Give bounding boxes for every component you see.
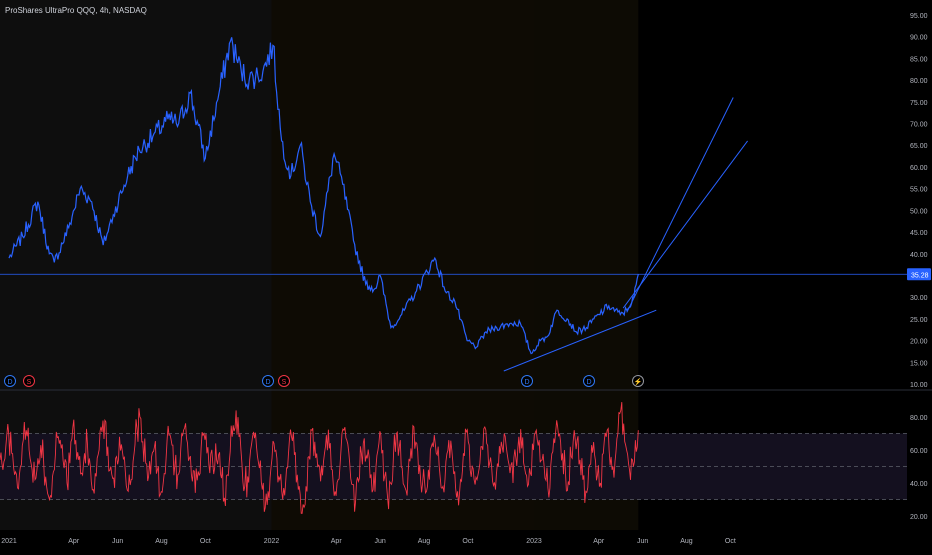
event-marker-label: D [7, 379, 12, 386]
event-marker-ring [632, 375, 644, 387]
event-marker-label: S [282, 379, 287, 386]
time-tick-label: 2021 [1, 538, 17, 545]
event-marker-label: D [524, 379, 529, 386]
event-marker-ring [23, 375, 35, 387]
time-tick-label: Oct [725, 538, 736, 545]
event-marker-split-icon[interactable]: S [23, 375, 35, 387]
event-marker-ring [4, 375, 16, 387]
price-tick-label: 90.00 [910, 35, 928, 42]
rsi-tick-label: 60.00 [910, 448, 928, 455]
event-marker-earnings-icon[interactable]: ⚡ [632, 375, 644, 387]
price-tick-label: 75.00 [910, 100, 928, 107]
price-tick-label: 80.00 [910, 78, 928, 85]
event-marker-ring [521, 375, 533, 387]
price-badge-label: 35.28 [911, 272, 929, 279]
rsi-axis[interactable]: 80.00 60.00 40.00 20.00 [910, 415, 928, 521]
price-tick-label: 30.00 [910, 295, 928, 302]
event-marker-split-icon[interactable]: S [278, 375, 290, 387]
event-marker-label: ⚡ [634, 377, 643, 386]
rsi-tick-label: 20.00 [910, 514, 928, 521]
event-marker-label: D [586, 379, 591, 386]
event-marker-label: S [27, 379, 32, 386]
time-tick-label: Jun [112, 538, 123, 545]
time-tick-label: Aug [155, 538, 168, 545]
price-tick-label: 65.00 [910, 143, 928, 150]
price-tick-label: 60.00 [910, 165, 928, 172]
price-badge: 35.28 [907, 268, 931, 281]
trend-line-3[interactable] [626, 97, 734, 313]
time-tick-label: Apr [593, 538, 605, 545]
time-tick-label: 2023 [526, 538, 542, 545]
price-tick-label: 55.00 [910, 187, 928, 194]
chart-title: ProShares UltraPro QQQ, 4h, NASDAQ [5, 6, 147, 15]
price-badge-bg [907, 268, 931, 281]
rsi-pane[interactable] [0, 402, 639, 514]
time-tick-label: Oct [462, 538, 473, 545]
time-tick-label: Apr [331, 538, 343, 545]
time-tick-label: Jun [637, 538, 648, 545]
event-marker-dividend-icon[interactable]: D [4, 375, 16, 387]
price-tick-label: 95.00 [910, 13, 928, 20]
price-tick-label: 50.00 [910, 208, 928, 215]
event-marker-ring [278, 375, 290, 387]
trend-line-1[interactable] [503, 309, 657, 372]
time-tick-label: Oct [200, 538, 211, 545]
rsi-tick-label: 80.00 [910, 415, 928, 422]
price-pane[interactable] [8, 37, 639, 355]
time-tick-label: Apr [68, 538, 80, 545]
price-series-line[interactable] [8, 37, 639, 355]
rsi-series-line[interactable] [0, 402, 639, 514]
event-marker-dividend-icon[interactable]: D [583, 375, 595, 387]
event-marker-ring [262, 375, 274, 387]
trend-lines[interactable] [503, 97, 748, 372]
time-axis[interactable]: 2021 Apr Jun Aug Oct 2022 Apr Jun Aug Oct 2023 Apr J… [1, 538, 736, 545]
event-marker-ring [583, 375, 595, 387]
event-marker-dividend-icon[interactable]: D [262, 375, 274, 387]
price-tick-label: 85.00 [910, 56, 928, 63]
event-marker-dividend-icon[interactable]: D [521, 375, 533, 387]
time-tick-label: 2022 [264, 538, 280, 545]
price-tick-label: 40.00 [910, 252, 928, 259]
time-tick-label: Aug [680, 538, 693, 545]
time-tick-label: Jun [374, 538, 385, 545]
trend-line-2[interactable] [622, 140, 748, 309]
year-shading [0, 0, 639, 530]
event-marker-label: D [265, 379, 270, 386]
time-tick-label: Aug [418, 538, 431, 545]
price-tick-label: 10.00 [910, 382, 928, 389]
rsi-tick-label: 40.00 [910, 481, 928, 488]
price-tick-label: 70.00 [910, 122, 928, 129]
price-tick-label: 15.00 [910, 360, 928, 367]
price-tick-label: 25.00 [910, 317, 928, 324]
price-tick-label: 45.00 [910, 230, 928, 237]
price-tick-label: 20.00 [910, 339, 928, 346]
event-markers[interactable]: D S D S D D ⚡ [4, 375, 644, 387]
